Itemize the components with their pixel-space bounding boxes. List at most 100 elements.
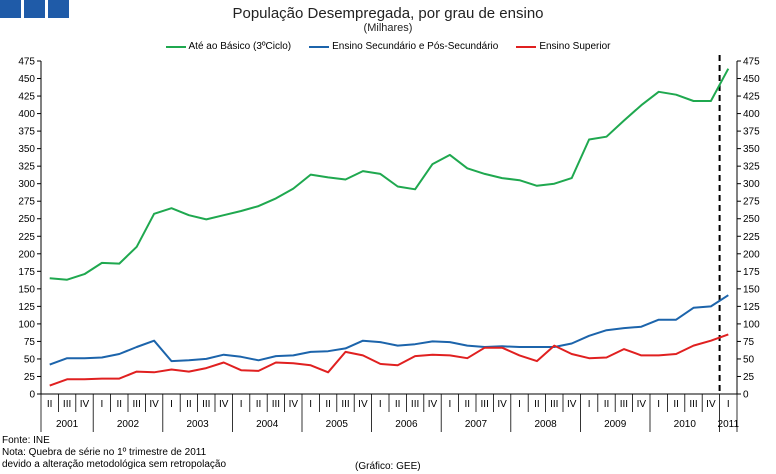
y-tick-label-right: 350 xyxy=(743,144,760,155)
y-tick-label-right: 150 xyxy=(743,284,760,295)
logo-block xyxy=(24,0,45,18)
y-tick-label-left: 125 xyxy=(18,302,35,313)
chart-title: População Desempregada, por grau de ensi… xyxy=(232,5,544,22)
x-tick-label-quarter: III xyxy=(689,399,697,410)
x-tick-label-quarter: II xyxy=(47,399,53,410)
source-text: Fonte: INE xyxy=(2,435,50,446)
y-tick-label-right: 300 xyxy=(743,179,760,190)
y-tick-label-left: 400 xyxy=(18,109,35,120)
x-tick-label-quarter: I xyxy=(309,399,312,410)
x-tick-label-year: 2006 xyxy=(395,419,418,430)
y-tick-label-right: 375 xyxy=(743,127,760,138)
x-tick-label-quarter: II xyxy=(604,399,610,410)
x-tick-label-quarter: III xyxy=(341,399,349,410)
legend-label-superior: Ensino Superior xyxy=(539,41,611,52)
x-tick-label-quarter: IV xyxy=(497,399,507,410)
x-tick-label-quarter: I xyxy=(727,399,730,410)
x-tick-label-quarter: I xyxy=(101,399,104,410)
y-tick-label-right: 0 xyxy=(743,390,749,401)
x-tick-label-quarter: IV xyxy=(428,399,438,410)
legend-swatch-basico xyxy=(165,45,186,48)
x-tick-label-year: 2011 xyxy=(718,419,740,430)
x-tick-label-quarter: I xyxy=(170,399,173,410)
y-tick-label-right: 25 xyxy=(743,372,755,383)
series-line-superior xyxy=(49,333,729,387)
y-tick-label-left: 250 xyxy=(18,214,35,225)
y-tick-label-left: 450 xyxy=(18,74,35,85)
y-tick-label-left: 275 xyxy=(18,197,35,208)
legend-swatch-secundario xyxy=(309,45,330,48)
y-tick-label-left: 425 xyxy=(18,92,35,103)
x-tick-label-year: 2007 xyxy=(465,419,488,430)
y-tick-label-left: 175 xyxy=(18,267,35,278)
x-tick-label-quarter: IV xyxy=(706,399,716,410)
y-tick-label-right: 450 xyxy=(743,74,760,85)
x-tick-label-quarter: III xyxy=(481,399,489,410)
logo-block xyxy=(0,0,21,18)
legend-item-basico: Até ao Básico (3ºCiclo) xyxy=(165,41,292,52)
y-tick-label-left: 50 xyxy=(24,354,36,365)
x-tick-label-quarter: IV xyxy=(289,399,299,410)
y-tick-label-left: 0 xyxy=(29,390,35,401)
chart-credit: (Gráfico: GEE) xyxy=(355,461,421,472)
x-tick-label-quarter: IV xyxy=(358,399,368,410)
x-tick-label-quarter: IV xyxy=(149,399,159,410)
y-tick-label-right: 200 xyxy=(743,249,760,260)
x-tick-label-quarter: I xyxy=(379,399,382,410)
y-tick-label-right: 75 xyxy=(743,337,755,348)
y-tick-label-left: 300 xyxy=(18,179,35,190)
x-tick-label-quarter: II xyxy=(673,399,679,410)
x-tick-label-quarter: IV xyxy=(80,399,90,410)
chart-legend: Até ao Básico (3ºCiclo) Ensino Secundári… xyxy=(0,41,776,52)
x-tick-label-quarter: II xyxy=(395,399,401,410)
y-tick-label-left: 475 xyxy=(18,57,35,68)
y-tick-label-left: 200 xyxy=(18,249,35,260)
y-tick-label-right: 225 xyxy=(743,232,760,243)
y-tick-label-left: 100 xyxy=(18,319,35,330)
x-tick-label-year: 2005 xyxy=(326,419,349,430)
y-tick-label-left: 25 xyxy=(24,372,36,383)
note-line-2: devido a alteração metodológica sem retr… xyxy=(2,459,227,470)
legend-label-secundario: Ensino Secundário e Pós-Secundário xyxy=(332,41,499,52)
legend-label-basico: Até ao Básico (3ºCiclo) xyxy=(188,41,292,52)
x-tick-label-quarter: II xyxy=(117,399,123,410)
x-tick-label-quarter: IV xyxy=(567,399,577,410)
x-tick-label-quarter: III xyxy=(411,399,419,410)
x-tick-label-year: 2002 xyxy=(117,419,140,430)
x-tick-label-quarter: III xyxy=(133,399,141,410)
x-tick-label-quarter: II xyxy=(256,399,262,410)
x-tick-label-quarter: III xyxy=(550,399,558,410)
y-tick-label-right: 275 xyxy=(743,197,760,208)
x-tick-label-quarter: II xyxy=(186,399,192,410)
y-tick-label-right: 250 xyxy=(743,214,760,225)
y-tick-label-left: 375 xyxy=(18,127,35,138)
chart-subtitle: (Milhares) xyxy=(363,22,413,34)
legend-item-secundario: Ensino Secundário e Pós-Secundário xyxy=(309,41,498,52)
y-tick-label-right: 325 xyxy=(743,162,760,173)
x-tick-label-year: 2001 xyxy=(56,419,79,430)
x-tick-label-year: 2003 xyxy=(186,419,209,430)
y-tick-label-left: 225 xyxy=(18,232,35,243)
x-tick-label-quarter: I xyxy=(449,399,452,410)
y-tick-label-left: 350 xyxy=(18,144,35,155)
series-line-basico xyxy=(49,68,730,281)
x-tick-label-quarter: III xyxy=(620,399,628,410)
x-tick-label-quarter: I xyxy=(518,399,521,410)
logo-block xyxy=(48,0,69,18)
legend-item-superior: Ensino Superior xyxy=(516,41,610,52)
y-tick-label-left: 150 xyxy=(18,284,35,295)
x-tick-label-quarter: III xyxy=(272,399,280,410)
y-tick-label-left: 75 xyxy=(24,337,36,348)
x-tick-label-quarter: I xyxy=(657,399,660,410)
x-tick-label-quarter: I xyxy=(588,399,591,410)
x-tick-label-quarter: II xyxy=(465,399,471,410)
series-line-secundario xyxy=(49,294,729,366)
x-tick-label-quarter: I xyxy=(240,399,243,410)
y-tick-label-right: 175 xyxy=(743,267,760,278)
x-tick-label-quarter: III xyxy=(202,399,210,410)
x-tick-label-year: 2004 xyxy=(256,419,279,430)
y-tick-label-right: 400 xyxy=(743,109,760,120)
x-tick-label-year: 2010 xyxy=(674,419,697,430)
legend-swatch-superior xyxy=(516,45,537,48)
